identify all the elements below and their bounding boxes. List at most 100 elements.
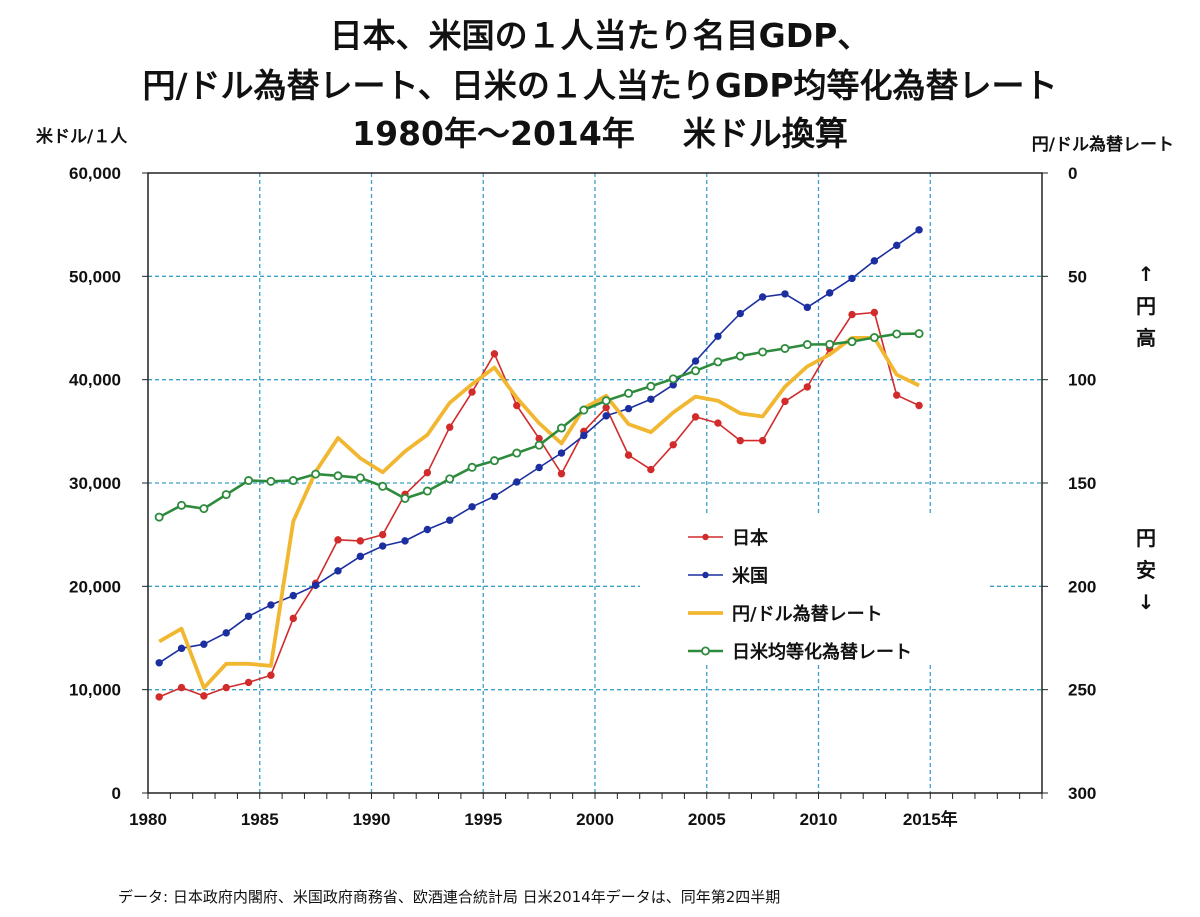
data-point-3: [646, 381, 656, 391]
y-left-tick-label: 30,000: [69, 474, 121, 493]
data-point-0: [490, 350, 499, 358]
data-point-1: [893, 241, 901, 250]
data-point-3: [802, 340, 812, 350]
data-point-0: [893, 391, 901, 399]
source-note: データ: 日本政府内閣府、米国政府商務省、欧酒連合統計局 日米2014年データは…: [118, 888, 781, 906]
y-right-tick-label: 250: [1068, 681, 1096, 700]
series-line-2: [158, 335, 920, 690]
y-right-tick-label: 100: [1068, 371, 1096, 390]
data-point-3: [154, 512, 164, 522]
legend-marker-1: [702, 571, 709, 579]
data-point-1: [423, 525, 432, 534]
data-point-0: [177, 683, 186, 692]
data-point-1: [401, 537, 409, 545]
data-point-3: [556, 423, 566, 433]
chart-title-line-2: 円/ドル為替レート、日米の１人当たりGDP均等化為替レート: [142, 66, 1058, 105]
data-point-1: [490, 492, 499, 501]
y-left-tick-label: 10,000: [69, 681, 121, 700]
chart-subtitle-period: 1980年～2014年: [352, 114, 635, 153]
chart-subtitle-currency: 米ドル換算: [682, 114, 848, 153]
y-left-tick-label: 0: [112, 784, 121, 803]
data-point-0: [557, 470, 566, 478]
yen-strong-char-2: 高: [1136, 326, 1156, 350]
data-point-3: [199, 504, 209, 514]
legend-label-2: 円/ドル為替レート: [732, 603, 883, 625]
data-point-3: [266, 476, 276, 486]
chart-title-line-3: 1980年～2014年 米ドル換算: [0, 112, 1200, 156]
data-point-0: [244, 678, 253, 687]
legend-label-0: 日本: [732, 527, 768, 549]
data-point-0: [714, 419, 722, 427]
legend-label-3: 日米均等化為替レート: [732, 641, 912, 663]
data-point-3: [668, 374, 678, 384]
x-tick-label: 1990: [353, 810, 391, 829]
yen-weak-char-2: 安: [1136, 558, 1156, 582]
data-point-1: [244, 612, 253, 620]
data-point-3: [221, 490, 231, 500]
data-point-3: [847, 337, 857, 347]
data-point-1: [311, 581, 320, 589]
y-left-axis-label: 米ドル/１人: [36, 127, 128, 147]
data-point-1: [624, 404, 633, 413]
data-point-0: [200, 692, 208, 700]
data-point-3: [288, 476, 298, 486]
y-left-tick-label: 60,000: [69, 164, 121, 183]
data-point-0: [915, 401, 923, 410]
data-point-1: [557, 449, 566, 457]
data-point-0: [624, 451, 633, 459]
data-point-1: [781, 290, 789, 298]
data-point-0: [669, 441, 677, 449]
data-point-0: [155, 693, 163, 701]
data-point-1: [803, 303, 812, 312]
data-point-3: [735, 351, 745, 361]
legend-marker-3: [701, 646, 711, 656]
y-right-tick-label: 0: [1068, 164, 1077, 183]
data-point-1: [915, 226, 923, 234]
data-point-1: [468, 503, 476, 511]
data-point-1: [155, 659, 163, 667]
legend-label-1: 米国: [732, 565, 768, 587]
data-point-3: [869, 333, 879, 343]
data-point-0: [513, 401, 521, 410]
data-point-3: [422, 486, 432, 496]
data-point-1: [378, 542, 387, 550]
data-point-1: [647, 395, 655, 403]
data-point-3: [244, 476, 254, 486]
down-arrow-glyph: ↓: [1137, 590, 1155, 614]
data-point-1: [513, 478, 521, 486]
data-point-1: [535, 463, 543, 472]
y-left-tick-label: 20,000: [69, 577, 121, 596]
y-right-tick-label: 200: [1068, 577, 1096, 596]
y-left-tick-label: 40,000: [69, 371, 121, 390]
data-point-1: [334, 567, 342, 575]
data-point-3: [311, 469, 321, 479]
x-tick-label: 1995: [464, 810, 502, 829]
data-point-1: [580, 431, 588, 440]
yen-strong-annotation: ↑ 円 高: [1128, 258, 1164, 354]
data-point-0: [691, 413, 700, 421]
data-point-1: [177, 644, 186, 653]
legend-background: [640, 515, 990, 665]
x-tick-label: 2010: [800, 810, 838, 829]
data-point-3: [825, 339, 835, 349]
data-point-3: [512, 448, 522, 458]
data-point-1: [356, 552, 365, 561]
data-point-3: [624, 388, 634, 398]
legend-marker-0: [702, 533, 709, 541]
data-point-3: [400, 493, 410, 503]
x-tick-label: 1980: [129, 810, 167, 829]
data-point-0: [758, 436, 767, 445]
data-point-1: [289, 591, 297, 600]
data-point-3: [713, 357, 723, 367]
data-point-3: [333, 471, 343, 481]
x-tick-label: 2015年: [903, 809, 958, 829]
data-point-1: [825, 289, 834, 297]
y-right-tick-label: 50: [1068, 267, 1087, 286]
data-point-3: [177, 500, 187, 510]
yen-strong-char-1: 円: [1136, 294, 1156, 318]
y-right-axis-label: 円/ドル為替レート: [1031, 135, 1174, 155]
data-point-0: [870, 308, 879, 317]
x-tick-label: 1985: [241, 810, 279, 829]
data-point-3: [691, 366, 701, 376]
